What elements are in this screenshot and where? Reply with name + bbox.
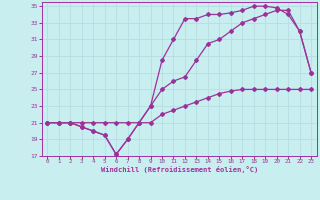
X-axis label: Windchill (Refroidissement éolien,°C): Windchill (Refroidissement éolien,°C) <box>100 166 258 173</box>
